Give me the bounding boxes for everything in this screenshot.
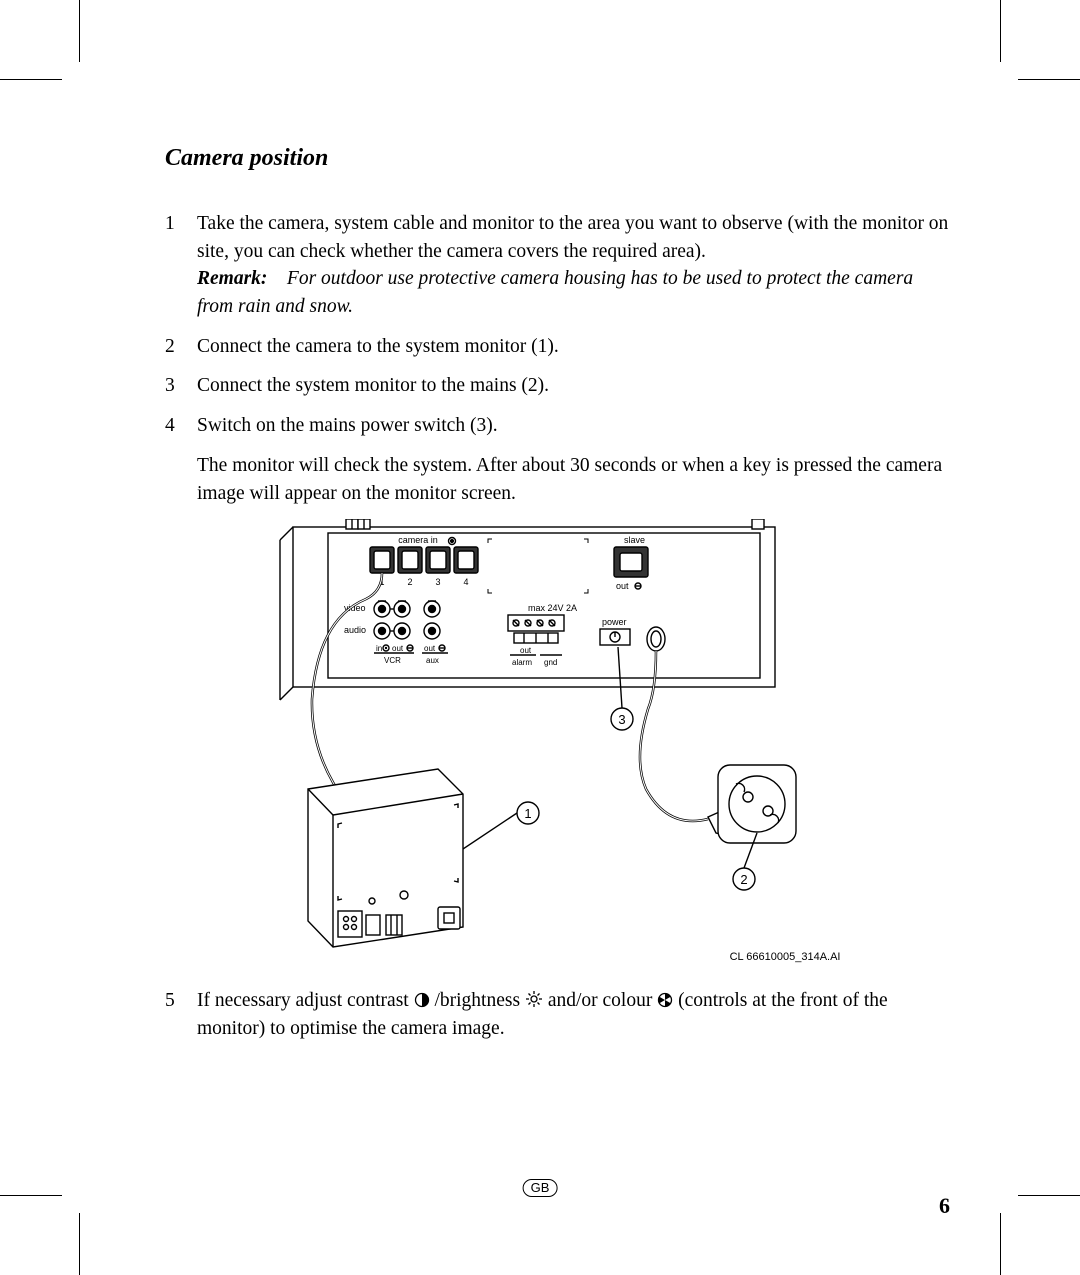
step-followup: The monitor will check the system. After… [165, 452, 950, 507]
svg-text:out: out [616, 581, 629, 591]
svg-text:out: out [520, 646, 532, 655]
remark-text: For outdoor use protective camera housin… [197, 268, 913, 317]
step-item: 2 Connect the camera to the system monit… [165, 333, 950, 361]
svg-text:slave: slave [624, 535, 645, 545]
step-number: 2 [165, 333, 179, 361]
page: Camera position 1 Take the camera, syste… [0, 0, 1080, 1275]
step-text: Switch on the mains power switch (3). [197, 412, 950, 440]
connection-diagram: camera in 1 [278, 519, 838, 959]
figure-container: camera in 1 [165, 519, 950, 959]
crop-mark [1000, 0, 1001, 62]
steps-list: 1 Take the camera, system cable and moni… [165, 210, 950, 507]
step-text: Take the camera, system cable and monito… [197, 213, 948, 262]
svg-text:3: 3 [618, 712, 625, 727]
svg-text:VCR: VCR [384, 656, 401, 665]
step-number: 4 [165, 412, 179, 440]
contrast-icon [414, 992, 430, 1008]
step-number: 3 [165, 372, 179, 400]
svg-text:2: 2 [407, 577, 412, 587]
step-text: Connect the system monitor to the mains … [197, 372, 950, 400]
colour-icon [657, 992, 673, 1008]
step-number [165, 452, 179, 507]
steps-list-2: 5 If necessary adjust contrast /brightne… [165, 987, 950, 1042]
svg-text:1: 1 [524, 806, 531, 821]
crop-mark [79, 1213, 80, 1275]
svg-text:gnd: gnd [544, 658, 557, 667]
svg-text:in: in [376, 644, 382, 653]
step-number: 5 [165, 987, 179, 1042]
step-item: 3 Connect the system monitor to the main… [165, 372, 950, 400]
crop-mark [1018, 79, 1080, 80]
crop-mark [1000, 1213, 1001, 1275]
figure: camera in 1 [278, 519, 838, 959]
svg-text:3: 3 [435, 577, 440, 587]
crop-mark [79, 0, 80, 62]
language-badge: GB [523, 1179, 558, 1197]
step-text: Connect the camera to the system monitor… [197, 333, 950, 361]
step-item: 1 Take the camera, system cable and moni… [165, 210, 950, 321]
step-text: and/or colour [548, 990, 657, 1011]
svg-text:out: out [424, 644, 436, 653]
svg-text:aux: aux [426, 656, 439, 665]
svg-text:audio: audio [344, 625, 366, 635]
svg-text:power: power [602, 617, 627, 627]
step-text: The monitor will check the system. After… [197, 452, 950, 507]
step-text: /brightness [434, 990, 524, 1011]
step-item: 5 If necessary adjust contrast /brightne… [165, 987, 950, 1042]
brightness-icon [525, 990, 543, 1008]
svg-text:alarm: alarm [512, 658, 532, 667]
step-item: 4 Switch on the mains power switch (3). [165, 412, 950, 440]
step-body: Take the camera, system cable and monito… [197, 210, 950, 321]
crop-mark [0, 1195, 62, 1196]
figure-caption: CL 66610005_314A.AI [730, 951, 841, 963]
step-number: 1 [165, 210, 179, 321]
svg-text:out: out [392, 644, 404, 653]
crop-mark [0, 79, 62, 80]
crop-mark [1018, 1195, 1080, 1196]
step-text: If necessary adjust contrast [197, 990, 414, 1011]
svg-text:2: 2 [740, 872, 747, 887]
step-body: If necessary adjust contrast /brightness [197, 987, 950, 1042]
page-number: 6 [939, 1193, 950, 1219]
svg-text:camera in: camera in [398, 535, 438, 545]
content: Camera position 1 Take the camera, syste… [165, 145, 950, 1185]
remark-label: Remark: [197, 268, 267, 289]
section-title: Camera position [165, 145, 950, 172]
svg-text:4: 4 [463, 577, 468, 587]
svg-text:max 24V 2A: max 24V 2A [528, 603, 577, 613]
